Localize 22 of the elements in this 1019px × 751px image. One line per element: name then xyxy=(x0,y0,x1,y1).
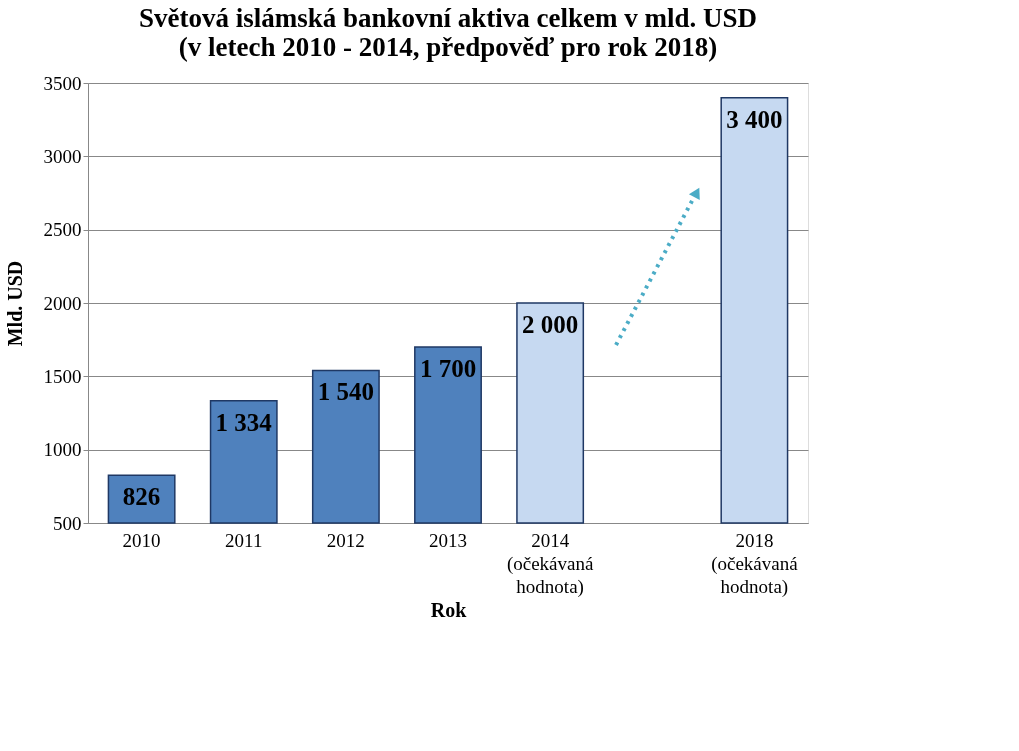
x-tick-label: 2013 xyxy=(429,529,467,551)
y-tick-label: 2500 xyxy=(43,219,82,241)
data-label: 826 xyxy=(122,483,161,511)
x-tick-label: 2011 xyxy=(225,529,263,551)
y-tick-label: 3500 xyxy=(43,72,82,94)
chart-title: Světová islámská bankovní aktiva celkem v mld. USD (v letech 2010 - 2014, předpověď pro rok 2018) xyxy=(138,3,758,62)
data-label: 1 700 xyxy=(419,355,477,382)
y-tick-label: 1500 xyxy=(43,365,82,387)
x-tick-label: 2010 xyxy=(122,529,161,551)
data-label: 3 400 xyxy=(726,105,783,133)
y-tick-label: 1000 xyxy=(43,439,82,461)
y-tick-label: 3000 xyxy=(43,145,82,167)
data-label: 2 000 xyxy=(522,311,579,338)
x-tick-label: 2018 (očekávaná hodnota) xyxy=(711,529,799,598)
x-axis-title: Rok xyxy=(430,598,468,621)
y-tick-label: 2000 xyxy=(43,292,82,314)
x-tick-label: 2014 (očekávaná hodnota) xyxy=(506,529,594,598)
y-tick-label: 500 xyxy=(53,512,82,534)
y-axis-title: Mld. USD xyxy=(3,260,26,347)
x-tick-label: 2012 xyxy=(326,529,365,551)
data-label: 1 540 xyxy=(317,378,374,406)
data-label: 1 334 xyxy=(215,408,273,436)
